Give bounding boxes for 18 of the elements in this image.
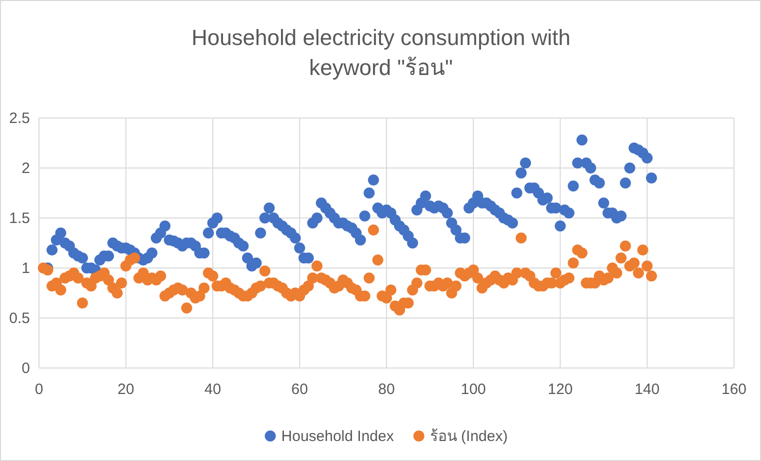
y-tick-label: 0 [22,360,30,377]
x-tick-label: 160 [721,381,747,398]
y-tick-label: 2 [22,160,30,177]
y-tick-label: 2.5 [9,110,30,127]
legend-label: Household Index [281,428,394,445]
x-tick-label: 80 [378,381,395,398]
x-tick-label: 120 [548,381,573,398]
y-tick-label: 1.5 [9,210,30,227]
x-tick-label: 140 [634,381,660,398]
x-tick-label: 20 [118,381,134,398]
legend-label: ร้อน (Index) [430,428,508,445]
x-tick-label: 60 [291,381,308,398]
y-tick-label: 1 [22,260,30,277]
x-tick-label: 40 [204,381,222,398]
y-tick-label: 0.5 [9,310,30,327]
chart-title: Household electricity consumption with keyword "ร้อน" [190,24,572,82]
x-tick-label: 0 [34,381,44,398]
x-tick-label: 100 [460,381,486,398]
